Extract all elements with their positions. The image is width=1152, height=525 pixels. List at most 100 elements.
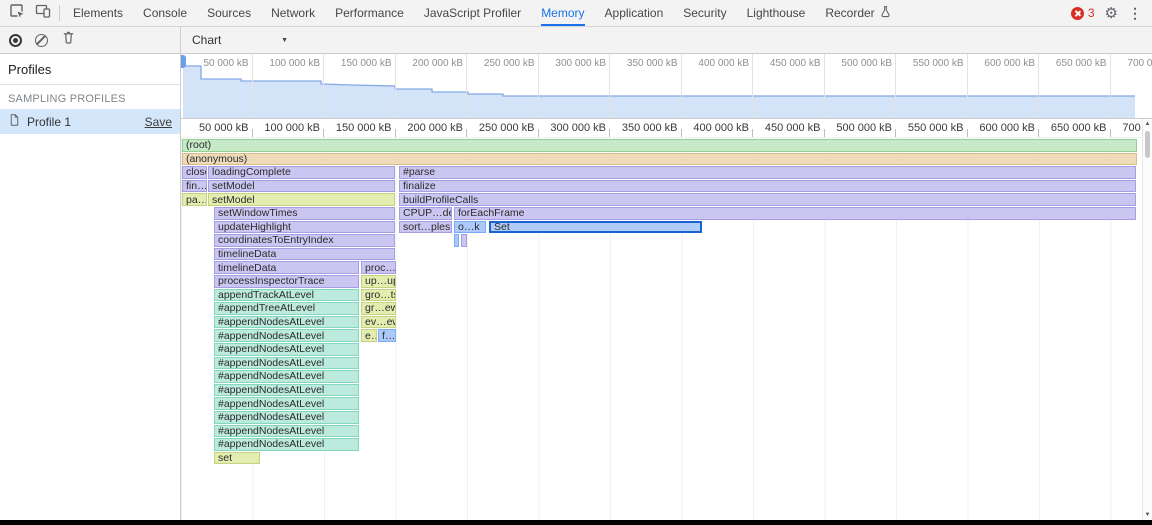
tab-memory[interactable]: Memory <box>531 0 594 26</box>
profile-document-icon <box>8 113 21 130</box>
tab-performance[interactable]: Performance <box>325 0 414 26</box>
save-profile-link[interactable]: Save <box>144 114 172 129</box>
tab-recorder[interactable]: Recorder <box>815 0 901 26</box>
flame-bar[interactable]: finalize <box>399 179 1136 193</box>
tab-application[interactable]: Application <box>595 0 674 26</box>
memory-overview[interactable]: 50 000 kB 100 000 kB 150 000 kB 200 000 kB 2… <box>181 54 1152 119</box>
flame-bar[interactable]: #appendNodesAtLevel <box>214 397 359 410</box>
flame-bar[interactable]: pa…at <box>182 193 207 206</box>
flame-bar[interactable]: sort…ples <box>399 220 452 234</box>
inspect-cursor-icon <box>9 3 25 24</box>
tab-lighthouse[interactable]: Lighthouse <box>737 0 816 26</box>
chart-view-select[interactable]: Chart ▼ <box>188 31 292 49</box>
flame-bar[interactable]: #appendNodesAtLevel <box>214 315 359 329</box>
flame-bar[interactable]: proc…ata <box>361 261 396 274</box>
flame-bar[interactable]: #appendNodesAtLevel <box>214 370 359 383</box>
overview-tick-label: 400 000 kB <box>682 54 753 118</box>
device-toolbar-button[interactable] <box>30 0 56 26</box>
tab-label: Memory <box>541 6 585 20</box>
ruler-tick-label: 600 000 kB <box>968 119 1040 137</box>
memory-panel-toolbar: Chart ▼ <box>0 27 1152 54</box>
flame-bar[interactable]: #parse <box>399 166 1136 179</box>
flame-bar[interactable]: timelineData <box>214 261 359 274</box>
flame-bar[interactable]: gro…ts <box>361 288 396 302</box>
flame-bar[interactable]: ev…ew <box>361 315 396 329</box>
flask-icon <box>879 5 892 21</box>
flame-bar[interactable]: #appendTreeAtLevel <box>214 302 359 315</box>
flame-bar[interactable]: #appendNodesAtLevel <box>214 411 359 424</box>
ruler-tick-label: 500 000 kB <box>825 119 897 137</box>
flame-bar[interactable]: o…k <box>454 220 486 234</box>
ruler-tick-label: 200 000 kB <box>396 119 468 137</box>
toolbar-separator <box>59 5 60 21</box>
chart-view-select-value: Chart <box>192 33 222 47</box>
flame-bar[interactable]: #appendNodesAtLevel <box>214 424 359 438</box>
flame-bar[interactable]: (root) <box>182 139 1137 152</box>
flame-bar[interactable]: loadingComplete <box>208 166 395 179</box>
flame-bar[interactable]: f…r <box>378 329 396 342</box>
tab-javascript-profiler[interactable]: JavaScript Profiler <box>414 0 531 26</box>
flame-bar[interactable] <box>461 234 467 247</box>
overview-tick-label: 550 000 kB <box>896 54 968 118</box>
inspect-element-button[interactable] <box>4 0 30 26</box>
flame-bar[interactable]: close <box>182 166 207 179</box>
flame-bar[interactable]: #appendNodesAtLevel <box>214 356 359 370</box>
gear-icon[interactable]: ⚙ <box>1104 4 1118 22</box>
flame-bar[interactable]: set <box>214 451 260 465</box>
error-count-badge[interactable]: 3 <box>1070 6 1095 20</box>
ruler-tick-label: 450 000 kB <box>753 119 825 137</box>
flame-bar[interactable]: gr…ew <box>361 302 396 315</box>
ruler-tick-label: 400 000 kB <box>682 119 754 137</box>
more-options-icon[interactable]: ⋮ <box>1128 5 1142 21</box>
overview-tick-label: 450 000 kB <box>753 54 825 118</box>
tab-label: Sources <box>207 6 252 20</box>
overview-tick-label: 50 000 kB <box>181 54 253 118</box>
flame-bar[interactable]: (anonymous) <box>182 152 1137 166</box>
flame-bar[interactable]: processInspectorTrace <box>214 275 359 288</box>
flame-bar[interactable]: setWindowTimes <box>214 207 395 220</box>
flame-bar[interactable]: timelineData <box>214 247 395 261</box>
overview-tick-label: 350 000 kB <box>610 54 682 118</box>
flame-bar[interactable]: #appendNodesAtLevel <box>214 329 359 342</box>
flame-bar-selected[interactable]: Set <box>489 220 702 234</box>
scroll-up-icon[interactable]: ▲ <box>1144 121 1151 127</box>
overview-left-handle[interactable] <box>181 55 186 68</box>
flame-bar[interactable]: #appendNodesAtLevel <box>214 343 359 356</box>
tab-sources[interactable]: Sources <box>197 0 261 26</box>
clear-profiles-button[interactable] <box>35 33 48 47</box>
flame-bar[interactable]: setModel <box>208 193 395 206</box>
flame-bar[interactable]: #appendNodesAtLevel <box>214 383 359 397</box>
flame-bar[interactable]: #appendNodesAtLevel <box>214 438 359 451</box>
flame-bar[interactable]: e… <box>361 329 377 342</box>
ruler-tick-label: 250 000 kB <box>467 119 539 137</box>
profiles-sidebar: Profiles SAMPLING PROFILES Profile 1 Sav… <box>0 54 181 520</box>
ruler-tick-label: 50 000 kB <box>181 119 253 137</box>
tab-elements[interactable]: Elements <box>63 0 133 26</box>
tab-network[interactable]: Network <box>261 0 325 26</box>
overview-tick-label: 700 000 kB <box>1111 54 1152 118</box>
flame-bar[interactable]: coordinatesToEntryIndex <box>214 234 395 247</box>
flame-bar[interactable]: appendTrackAtLevel <box>214 288 359 302</box>
scroll-down-icon[interactable]: ▼ <box>1144 512 1151 518</box>
flame-bar[interactable] <box>454 234 459 247</box>
tab-label: JavaScript Profiler <box>423 6 522 20</box>
record-heap-profile-button[interactable] <box>9 33 22 47</box>
flame-bar[interactable]: setModel <box>208 179 395 193</box>
flame-bar[interactable]: CPUP…del <box>399 207 452 220</box>
flame-bar[interactable]: buildProfileCalls <box>399 193 1136 206</box>
sampling-profiles-section-label: SAMPLING PROFILES <box>8 93 126 105</box>
flame-chart[interactable]: (root)(anonymous)closeloadingComplete #pa… <box>181 138 1152 520</box>
device-toolbar-icon <box>35 3 51 24</box>
delete-profile-button[interactable] <box>61 30 76 50</box>
flame-bar[interactable]: updateHighlight <box>214 220 395 234</box>
panel-body: Profiles SAMPLING PROFILES Profile 1 Sav… <box>0 54 1152 520</box>
tab-console[interactable]: Console <box>133 0 197 26</box>
sidebar-item-profile-1[interactable]: Profile 1 Save <box>0 109 180 134</box>
vertical-scrollbar[interactable]: ▲ ▼ <box>1142 119 1152 520</box>
scrollbar-thumb[interactable] <box>1145 131 1150 158</box>
tab-security[interactable]: Security <box>673 0 736 26</box>
flame-bar[interactable]: fin…ce <box>182 179 207 193</box>
flame-bar[interactable]: up…up <box>361 275 396 288</box>
flame-bar[interactable]: forEachFrame <box>454 207 1136 220</box>
tab-label: Network <box>271 6 316 20</box>
